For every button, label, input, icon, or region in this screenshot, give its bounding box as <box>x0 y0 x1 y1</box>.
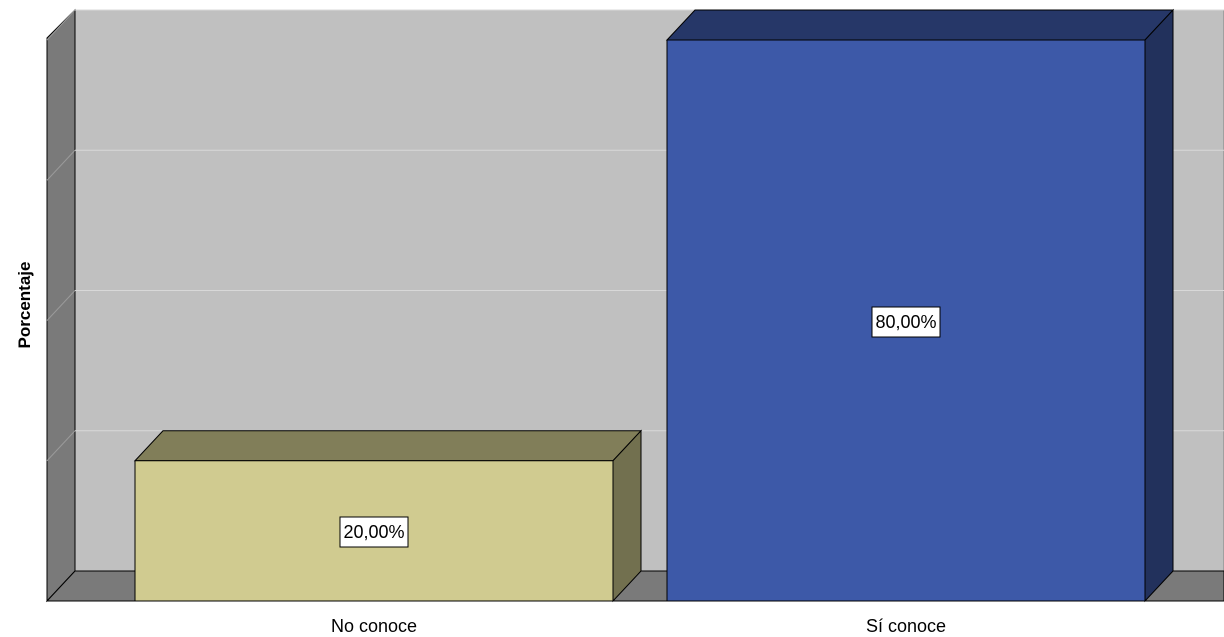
data-labels-group: 20,00% 80,00% <box>339 306 941 548</box>
data-label-box <box>871 306 941 338</box>
grid-line-wall <box>46 290 76 321</box>
bar-side-face <box>1144 8 1174 603</box>
data-label-1: 20,00% <box>339 516 409 548</box>
data-label-text: 20,00% <box>343 522 404 542</box>
grid-line-wall <box>46 149 76 181</box>
bar-1 <box>133 429 643 603</box>
bar-side-face <box>612 429 642 603</box>
bar-top-face <box>133 430 643 462</box>
y-axis-label: Porcentaje <box>15 262 34 349</box>
category-label-2: Sí conoce <box>866 616 946 636</box>
bar-front-face <box>134 460 614 602</box>
data-label-2: 80,00% <box>871 306 941 338</box>
bars-group <box>133 8 1175 603</box>
data-label-text: 80,00% <box>875 312 936 332</box>
data-label-box <box>339 516 409 548</box>
category-label-1: No conoce <box>331 616 417 636</box>
bar-2 <box>665 8 1175 603</box>
grid-line-wall <box>46 9 76 41</box>
bar-top-face <box>665 9 1175 41</box>
grid-line-wall <box>46 430 76 462</box>
category-labels-group: No conoce Sí conoce <box>331 616 946 636</box>
